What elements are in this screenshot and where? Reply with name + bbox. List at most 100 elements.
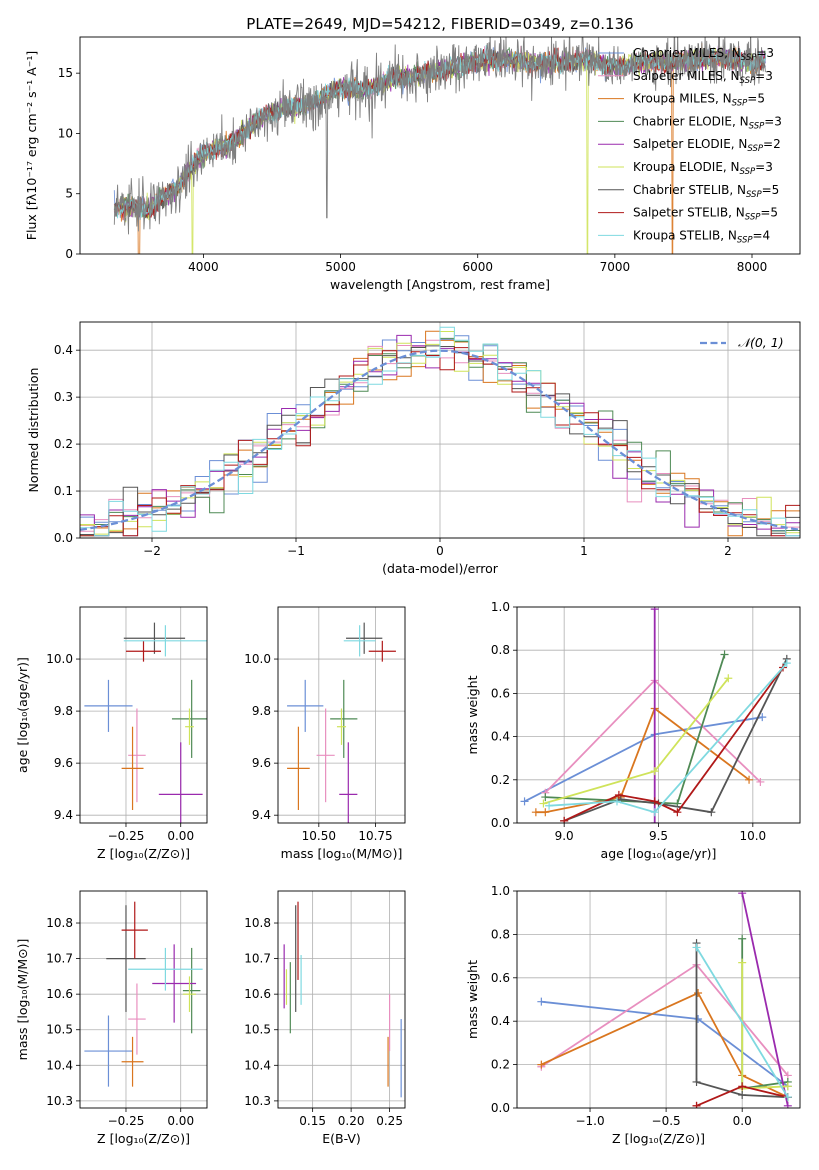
z-mass-panel-errorbar-1	[128, 983, 146, 1055]
z-weight-panel-marker-0-1	[694, 1015, 703, 1024]
z-weight-panel-frame	[516, 890, 801, 1109]
z-weight-panel-marker-3-0	[738, 934, 747, 943]
z-mass-panel-xtick-label-1: 0.00	[167, 1114, 194, 1128]
z-weight-panel-ylabel: mass weight	[465, 960, 480, 1039]
spectrum-panel-xtick-label-3: 7000	[600, 260, 631, 274]
z-weight-panel-xlabel: Z [log₁₀(Z/Z⊙)]	[612, 1131, 705, 1146]
age-weight-panel-line-8	[549, 662, 788, 814]
z-weight-panel-xtick-label-2: 0.0	[733, 1114, 752, 1128]
mass-age-panel-ytick-label-3: 10.0	[244, 652, 271, 666]
age-weight-panel-ytick-label-0: 0.0	[491, 816, 510, 830]
age-weight-panel-marker-2-0	[531, 808, 540, 817]
normal-curve	[80, 349, 800, 531]
age-weight-panel-marker-8-2	[650, 808, 659, 817]
mass-age-panel-frame	[277, 606, 406, 824]
z-mass-panel-errorbar-6	[106, 905, 146, 1012]
ebv-mass-panel-ytick-label-2: 10.5	[244, 1023, 271, 1037]
z-weight-panel-plot-area	[537, 891, 792, 1108]
z-age-panel-xtick-label-1: 0.00	[167, 829, 194, 843]
mass-age-panel-errorbar-0	[287, 679, 324, 732]
mass-age-panel-errorbar-4	[339, 742, 358, 823]
z-weight-panel-ytick-label-3: 0.6	[491, 971, 510, 985]
z-mass-panel-errorbar-4	[152, 944, 197, 1023]
age-weight-panel-ylabel: mass weight	[465, 675, 480, 754]
age-weight-panel-marker-3-2	[720, 650, 729, 659]
spectrum-panel-xtick-label-0: 4000	[188, 260, 219, 274]
residual-panel-ytick-label-3: 0.3	[54, 390, 73, 404]
spectrum-panel-ytick-label-2: 10	[58, 126, 73, 140]
age-weight-panel-marker-5-2	[724, 674, 733, 683]
z-weight-panel-marker-7-2	[738, 1082, 747, 1091]
age-weight-panel-marker-1-2	[756, 777, 765, 786]
spectrum-panel-xlabel: wavelength [Angstrom, rest frame]	[330, 277, 550, 292]
age-weight-panel-ytick-label-1: 0.2	[491, 773, 510, 787]
z-weight-panel-ytick-label-0: 0.0	[491, 1101, 510, 1115]
z-mass-panel-ytick-label-2: 10.5	[46, 1023, 73, 1037]
spectrum-panel-ylabel: Flux [fλ10⁻¹⁷ erg cm⁻² s⁻¹ A⁻¹]	[24, 51, 39, 240]
residual-legend: 𝒩(0, 1)	[700, 335, 784, 350]
age-weight-panel-line-7	[563, 666, 784, 822]
z-weight-panel-xtick-label-1: −0.5	[652, 1114, 681, 1128]
residual-panel-xtick-label-3: 1	[580, 544, 588, 558]
mass-age-panel-xlabel: mass [log₁₀(M/M⊙)]	[281, 846, 403, 861]
z-weight-panel-ytick-label-2: 0.4	[491, 1014, 510, 1028]
ebv-mass-panel-xtick-label-0: 0.15	[299, 1114, 326, 1128]
residual-panel-ylabel: Normed distribution	[26, 368, 41, 493]
z-age-panel-errorbar-7	[125, 640, 162, 662]
z-age-panel-errorbar-1	[128, 708, 146, 803]
z-weight-panel-ytick-label-1: 0.2	[491, 1058, 510, 1072]
residual-panel-xtick-label-4: 2	[724, 544, 732, 558]
mass-age-panel-errorbar-2	[287, 726, 310, 810]
residual-panel-ytick-label-2: 0.2	[54, 437, 73, 451]
z-weight-panel-marker-4-1	[783, 1101, 792, 1108]
mass-age-panel: 10.50 10.75 9.4 9.6 9.8 10.0 mass [log₁₀(M/M⊙)…	[244, 606, 406, 861]
mass-age-panel-errorbar-1	[316, 708, 335, 803]
spectrum-panel: 4000 5000 6000 7000 8000 0 5 10 15 wavelength [An…	[24, 36, 801, 292]
legend-entry-8: Kroupa STELIB, NSSP=4	[633, 228, 770, 245]
z-mass-panel-ylabel: mass [log₁₀(M/M⊙)]	[15, 939, 30, 1061]
z-mass-panel-ytick-label-4: 10.7	[46, 952, 73, 966]
legend-entry-6: Chabrier STELIB, NSSP=5	[633, 183, 779, 200]
residual-panel-ytick-label-4: 0.4	[54, 343, 73, 357]
age-weight-panel-marker-8-3	[782, 659, 791, 668]
mass-age-panel-ytick-label-0: 9.4	[252, 808, 271, 822]
z-mass-panel-frame	[79, 890, 208, 1109]
z-weight-panel: −1.0 −0.5 0.0 0.0 0.2 0.4 0.6 0.8 1.0 Z [log₁₀(Z/…	[465, 884, 801, 1146]
residual-panel-plot-area	[80, 326, 800, 537]
z-age-panel-errorbar-0	[84, 679, 133, 732]
legend-normal-label: 𝒩(0, 1)	[738, 335, 784, 350]
residual-panel-ytick-label-0: 0.0	[54, 531, 73, 545]
z-weight-panel-marker-8-1	[783, 1093, 792, 1102]
spectrum-panel-plot-area	[113, 37, 766, 254]
residual-panel-xtick-label-2: 0	[436, 544, 444, 558]
age-weight-panel-xtick-label-1: 9.5	[649, 829, 668, 843]
z-mass-panel-ytick-label-1: 10.4	[46, 1058, 73, 1072]
z-mass-panel-ytick-label-5: 10.8	[46, 916, 73, 930]
ebv-mass-panel-ytick-label-4: 10.7	[244, 952, 271, 966]
legend-entry-0: Chabrier MILES, NSSP=3	[633, 46, 774, 63]
z-mass-panel-errorbar-0	[84, 1015, 133, 1087]
ebv-mass-panel-ytick-label-3: 10.6	[244, 987, 271, 1001]
z-weight-panel-line-6	[695, 943, 788, 1099]
z-age-panel-ytick-label-1: 9.6	[54, 756, 73, 770]
z-weight-panel-marker-8-0	[692, 943, 701, 952]
legend-entry-4: Salpeter ELODIE, NSSP=2	[633, 137, 781, 154]
mass-age-panel-errorbar-7	[368, 640, 396, 662]
z-weight-panel-marker-0-0	[537, 997, 546, 1006]
z-weight-panel-marker-6-2	[738, 1090, 747, 1099]
ebv-mass-panel: 0.15 0.20 0.25 10.3 10.4 10.5 10.6 10.7 10.8 E(B-…	[244, 890, 406, 1146]
z-age-panel-errorbar-8	[123, 625, 207, 657]
age-weight-panel-marker-7-2	[650, 797, 659, 806]
z-age-panel-frame	[79, 606, 208, 824]
age-weight-panel-xtick-label-2: 10.0	[739, 829, 766, 843]
age-weight-panel-marker-0-0	[520, 797, 529, 806]
z-weight-panel-xtick-label-0: −1.0	[575, 1114, 604, 1128]
z-age-panel-errorbar-6	[123, 622, 186, 654]
age-weight-panel-marker-0-2	[758, 713, 767, 722]
mass-age-panel-plot-area	[287, 622, 396, 823]
spectrum-legend: Chabrier MILES, NSSP=3 Salpeter MILES, NS…	[598, 46, 782, 245]
mass-age-panel-errorbar-6	[346, 622, 383, 654]
spectrum-observed-line	[113, 37, 766, 235]
mass-age-panel-xtick-label-0: 10.50	[302, 829, 336, 843]
z-weight-panel-marker-5-2	[783, 1082, 792, 1091]
